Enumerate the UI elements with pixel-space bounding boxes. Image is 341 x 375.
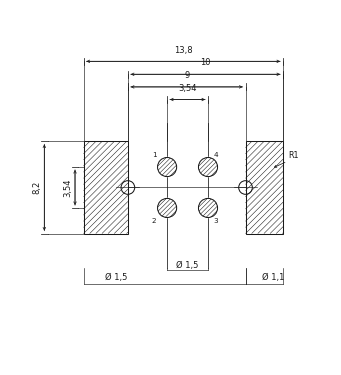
Bar <box>246 141 283 234</box>
Text: Ø 1,5: Ø 1,5 <box>176 261 199 270</box>
Text: R1: R1 <box>288 151 299 160</box>
Circle shape <box>158 158 177 177</box>
Text: Ø 1,1: Ø 1,1 <box>262 273 284 282</box>
Text: 8,2: 8,2 <box>32 181 41 194</box>
Text: 3,54: 3,54 <box>63 178 72 197</box>
Text: 13,8: 13,8 <box>174 45 193 54</box>
Text: Ø 1,5: Ø 1,5 <box>105 273 127 282</box>
Text: 3,54: 3,54 <box>178 84 197 93</box>
Text: 2: 2 <box>152 218 157 224</box>
Text: 10: 10 <box>200 58 211 68</box>
Text: 3: 3 <box>213 218 218 224</box>
Circle shape <box>198 198 218 217</box>
Bar <box>84 141 128 234</box>
Text: 9: 9 <box>184 71 189 80</box>
Circle shape <box>158 198 177 217</box>
Text: 1: 1 <box>152 152 157 158</box>
Circle shape <box>198 158 218 177</box>
Text: 4: 4 <box>213 152 218 158</box>
